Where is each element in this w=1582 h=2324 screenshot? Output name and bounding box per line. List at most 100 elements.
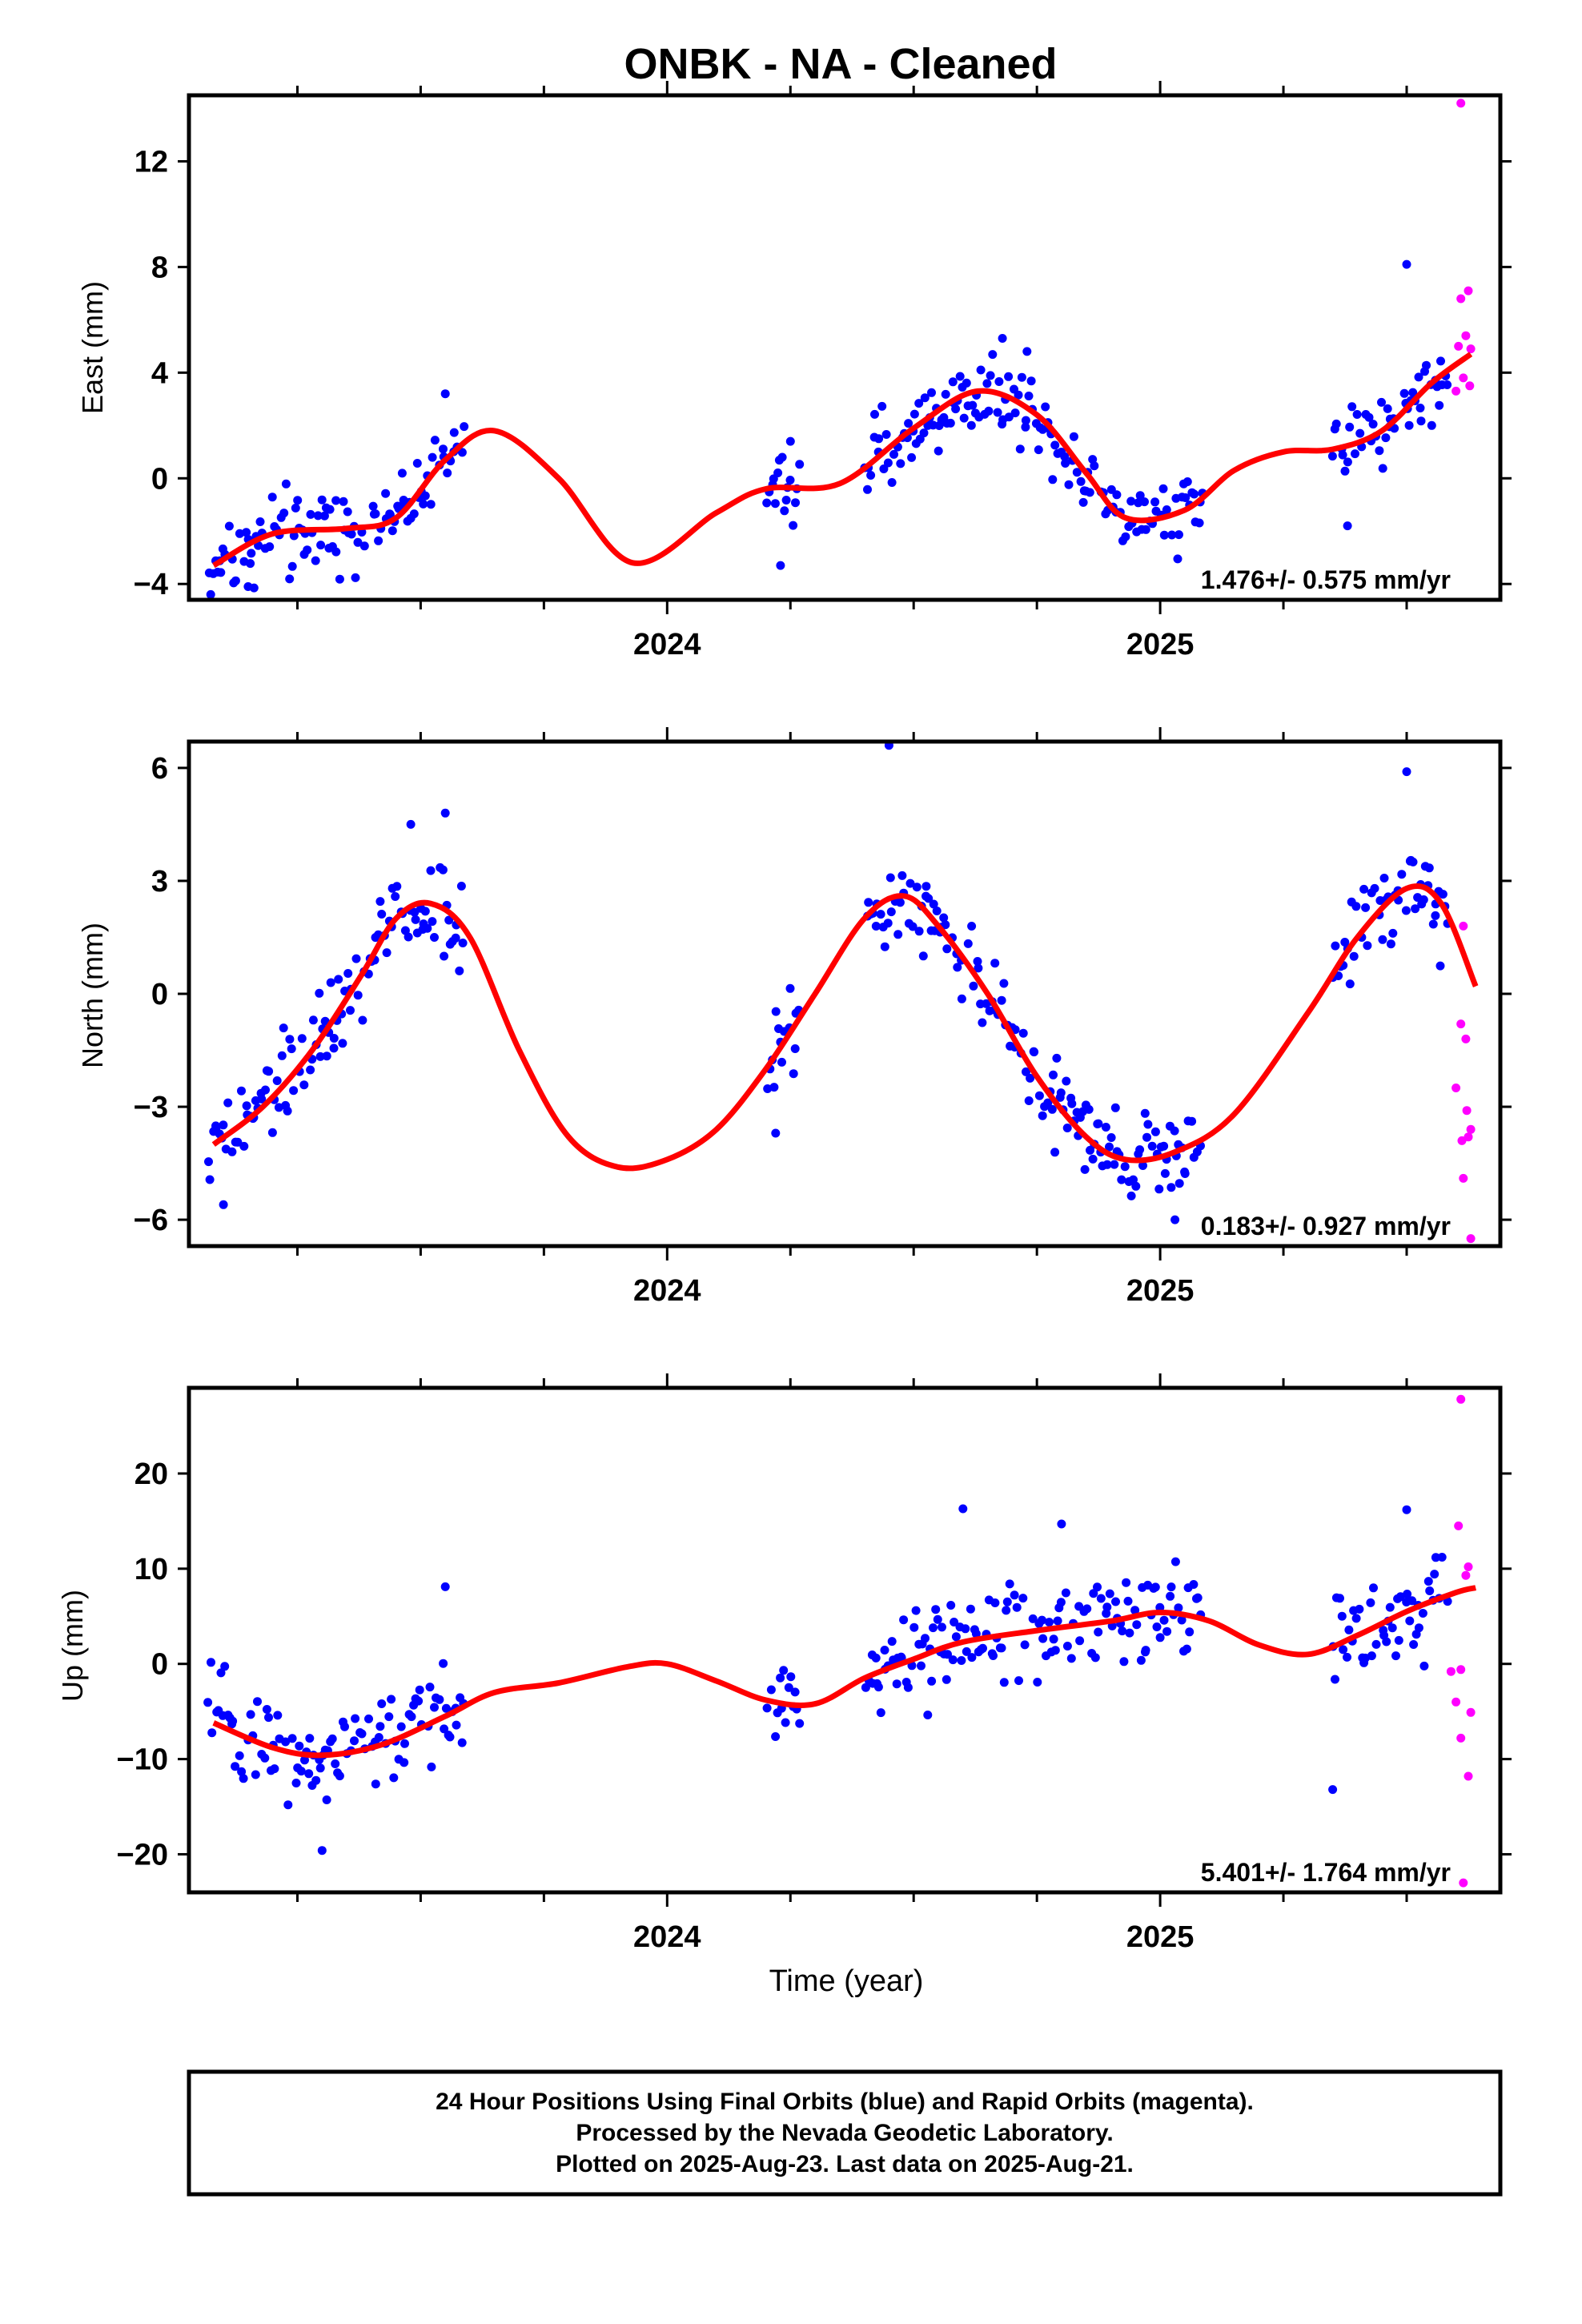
east-final-point (412, 459, 422, 468)
north-final-point (1120, 1162, 1130, 1172)
north-final-point (406, 819, 416, 829)
up-final-point (779, 1666, 789, 1675)
east-final-point (1015, 444, 1025, 454)
east-final-point (1021, 416, 1030, 425)
east-final-point (1017, 372, 1026, 382)
north-final-point (377, 910, 387, 919)
east-final-point (1422, 360, 1431, 370)
east-final-point (1327, 452, 1337, 461)
east-final-point (1090, 461, 1099, 471)
up-final-point (295, 1741, 304, 1751)
up-final-point (1391, 1651, 1400, 1661)
up-final-point (1028, 1614, 1038, 1623)
up-final-point (978, 1643, 987, 1653)
up-final-point (1166, 1582, 1176, 1592)
up-final-point (1010, 1590, 1019, 1600)
north-final-point (1110, 1103, 1120, 1112)
north-final-point (1411, 904, 1420, 914)
footer-line-3: Plotted on 2025-Aug-23. Last data on 202… (556, 2151, 1134, 2177)
up-final-point (1337, 1611, 1347, 1621)
east-final-point (777, 452, 787, 462)
east-final-point (874, 434, 884, 444)
up-final-point (389, 1773, 399, 1783)
north-final-point (1038, 1111, 1047, 1120)
east-final-point (1378, 464, 1387, 473)
north-final-point (322, 1051, 331, 1061)
north-final-point (451, 933, 460, 943)
up-ylabel: Up (mm) (56, 1590, 89, 1702)
east-final-point (1182, 477, 1192, 486)
up-final-point (958, 1504, 968, 1514)
east-final-point (255, 517, 265, 526)
up-rapid-point (1466, 1707, 1476, 1717)
north-final-point (990, 959, 1000, 968)
east-final-point (1021, 422, 1030, 432)
east-final-point (1381, 433, 1391, 443)
east-final-point (889, 449, 898, 459)
north-final-point (1438, 890, 1447, 899)
north-final-point (264, 1067, 274, 1076)
east-final-point (1135, 491, 1145, 501)
east-final-point (267, 493, 277, 502)
up-final-point (1150, 1582, 1160, 1592)
east-final-point (1069, 432, 1078, 441)
east-final-point (1048, 475, 1058, 485)
east-final-point (1140, 497, 1149, 507)
north-final-point (914, 927, 924, 936)
east-final-point (279, 509, 289, 518)
east-final-point (1427, 420, 1436, 430)
east-final-point (927, 388, 936, 397)
north-final-point (1349, 951, 1359, 961)
north-final-point (1147, 1141, 1157, 1151)
up-rapid-point (1456, 1665, 1466, 1675)
north-final-point (1174, 1179, 1184, 1188)
up-final-point (300, 1755, 309, 1765)
east-final-point (785, 436, 795, 446)
north-plot-frame (187, 739, 1503, 1248)
up-final-point (296, 1767, 306, 1776)
east-final-point (1024, 392, 1034, 400)
north-final-point (1435, 961, 1445, 971)
up-final-point (917, 1661, 926, 1671)
east-final-point (881, 430, 891, 439)
north-final-point (334, 975, 343, 984)
north-rapid-point (1466, 1234, 1476, 1244)
north-final-point (411, 915, 420, 924)
east-final-point (359, 541, 369, 551)
up-final-point (400, 1739, 409, 1748)
east-ytick-label: 4 (151, 356, 168, 390)
up-final-point (435, 1695, 444, 1704)
up-final-point (861, 1683, 870, 1692)
north-final-point (1397, 870, 1407, 879)
up-final-point (1033, 1678, 1042, 1687)
east-final-point (959, 413, 969, 423)
north-final-point (1026, 1073, 1035, 1083)
north-final-point (1049, 1070, 1058, 1080)
east-final-point (325, 505, 335, 514)
north-final-point (880, 942, 889, 951)
east-final-point (976, 365, 986, 375)
east-final-point (1078, 497, 1088, 507)
north-final-point (1086, 1145, 1094, 1155)
up-final-point (950, 1618, 959, 1626)
up-final-point (1132, 1620, 1142, 1630)
north-final-point (306, 1065, 315, 1075)
east-final-point (289, 531, 299, 541)
east-final-point (331, 496, 341, 505)
up-final-point (1159, 1615, 1169, 1625)
east-final-point (988, 350, 998, 360)
north-final-point (963, 939, 973, 948)
north-final-point (1105, 1142, 1114, 1152)
east-final-point (1064, 480, 1074, 489)
up-final-point (439, 1659, 448, 1668)
page-title: ONBK - NA - Cleaned (624, 40, 1057, 88)
up-final-point (1166, 1591, 1175, 1601)
up-final-point (387, 1695, 396, 1704)
east-final-point (776, 561, 785, 570)
up-final-point (1394, 1635, 1403, 1645)
north-final-point (299, 1080, 309, 1090)
up-final-point (1407, 1596, 1417, 1606)
up-final-point (414, 1696, 424, 1706)
up-final-point (1155, 1633, 1165, 1642)
north-final-point (1401, 906, 1411, 915)
